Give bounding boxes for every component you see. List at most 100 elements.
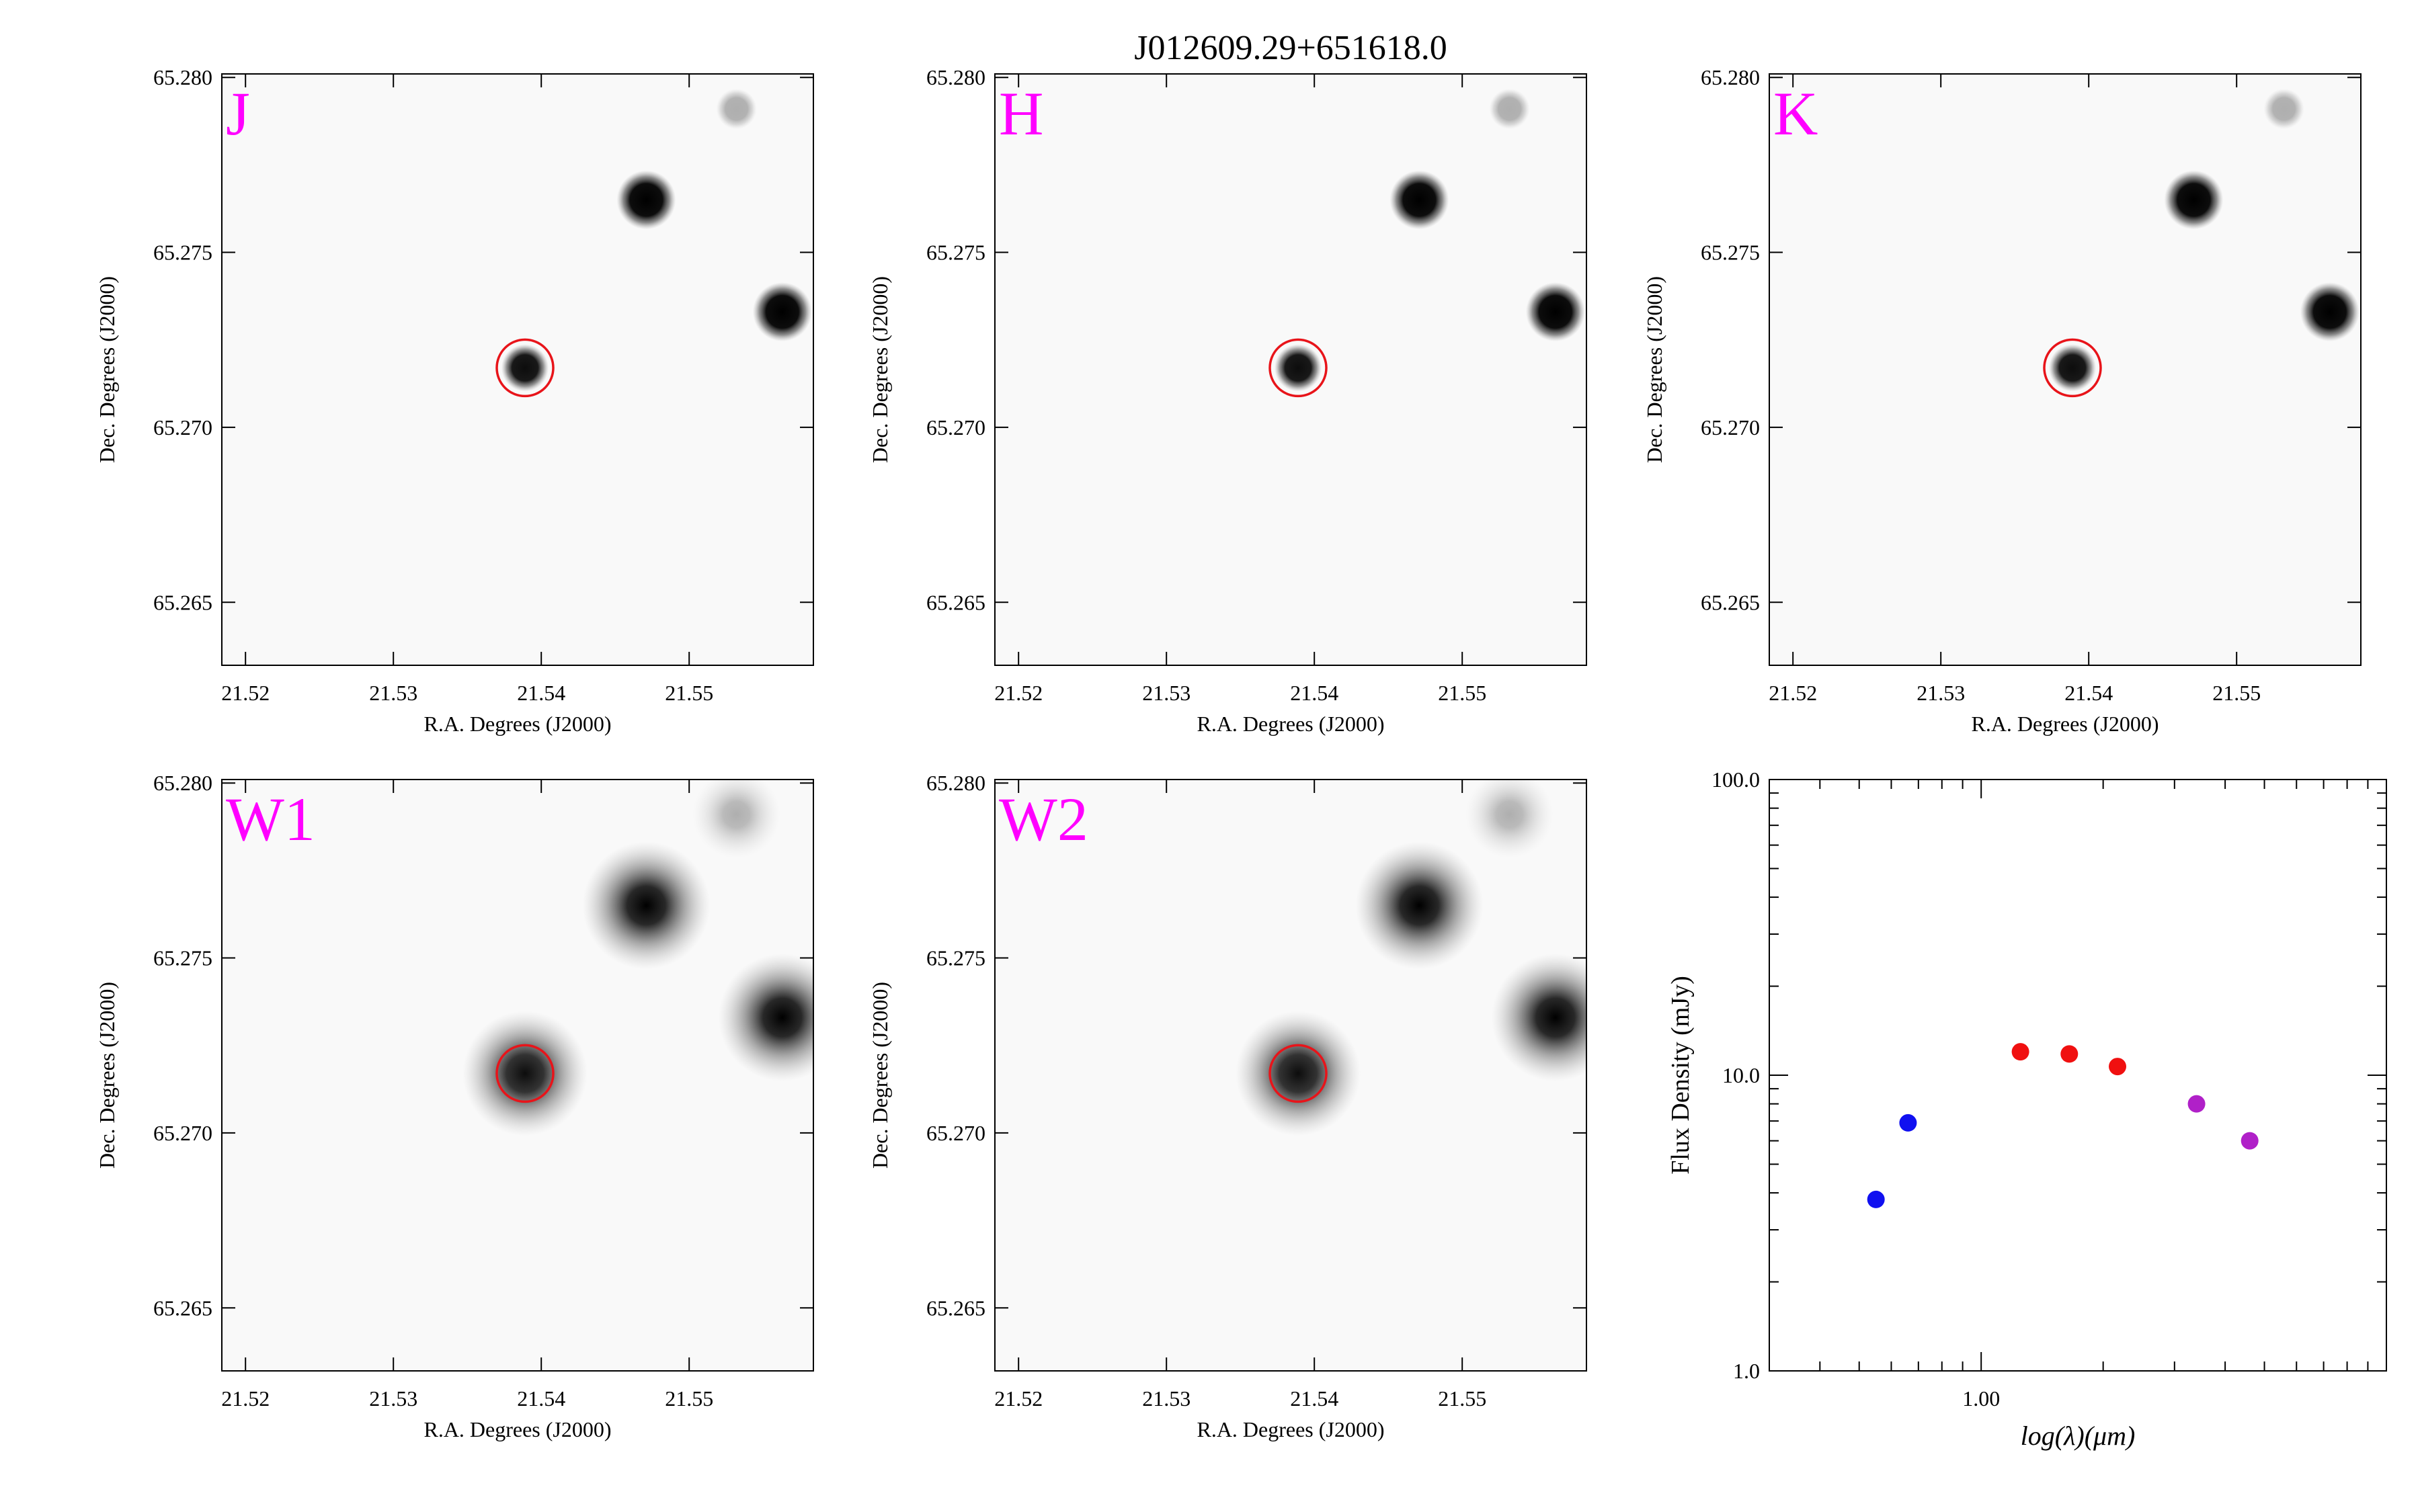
- target-marker-circle: [1268, 338, 1328, 398]
- y-tick-label: 65.265: [926, 1296, 985, 1320]
- image-panel-w1: 21.52 21.53 21.54 21.55 65.280 65.275 65.270 65…: [95, 771, 814, 1441]
- sed-plot-frame: [1769, 779, 2387, 1372]
- x-tick-label: 21.53: [1917, 681, 1965, 705]
- image-frame: [994, 73, 1587, 666]
- y-tick-label: 65.275: [153, 241, 212, 265]
- sed-chart: 100.0 10.0 1.0 1.00 log(λ)(μm) Flux Density (…: [1666, 767, 2387, 1451]
- x-tick-label: 21.53: [369, 681, 417, 705]
- field-source-1: [2164, 170, 2224, 230]
- band-label: K: [1773, 79, 1818, 148]
- x-axis-label: R.A. Degrees (J2000): [1197, 1417, 1384, 1441]
- field-source-2: [1525, 282, 1585, 342]
- sed-y-tick-label: 1.0: [1733, 1359, 1760, 1383]
- image-frame: [1769, 73, 2362, 666]
- x-tick-label: 21.54: [517, 681, 565, 705]
- field-source-1: [582, 841, 711, 970]
- field-source-3: [1465, 780, 1554, 859]
- field-source-1: [1355, 841, 1484, 970]
- y-tick-label: 65.270: [926, 1121, 985, 1145]
- target-marker-circle: [1268, 1044, 1328, 1103]
- x-tick-label: 21.52: [1769, 681, 1817, 705]
- sed-point: [2109, 1058, 2127, 1076]
- x-tick-label: 21.55: [665, 681, 713, 705]
- sed-y-tick-label: 10.0: [1722, 1063, 1760, 1087]
- target-source: [1236, 1011, 1361, 1136]
- target-marker-circle: [2043, 338, 2102, 398]
- x-tick-label: 21.54: [2064, 681, 2113, 705]
- x-axis-label: R.A. Degrees (J2000): [424, 712, 611, 736]
- sed-point: [2011, 1043, 2029, 1061]
- image-panel-w2: 21.52 21.53 21.54 21.55 65.280 65.275 65.270 65…: [868, 771, 1587, 1441]
- y-axis-label: Dec. Degrees (J2000): [95, 276, 119, 463]
- image-frame: [221, 779, 814, 1372]
- sed-point: [1899, 1114, 1917, 1132]
- y-tick-label: 65.280: [926, 65, 985, 89]
- y-tick-label: 65.270: [926, 415, 985, 439]
- field-source-2: [2300, 282, 2360, 342]
- y-tick-label: 65.265: [153, 1296, 212, 1320]
- image-frame: [221, 73, 814, 666]
- sed-point: [2241, 1132, 2259, 1150]
- sed-point: [2187, 1095, 2206, 1113]
- y-tick-label: 65.275: [926, 946, 985, 970]
- band-label: W1: [226, 785, 315, 853]
- field-source-3: [1489, 88, 1530, 130]
- y-tick-label: 65.280: [153, 771, 212, 795]
- x-tick-label: 21.53: [369, 1386, 417, 1411]
- y-tick-label: 65.270: [1701, 415, 1760, 439]
- field-source-3: [716, 88, 757, 130]
- x-tick-label: 21.53: [1142, 681, 1191, 705]
- x-tick-label: 21.52: [994, 1386, 1043, 1411]
- x-tick-label: 21.55: [1438, 681, 1486, 705]
- target-source: [1274, 344, 1322, 392]
- field-source-1: [1389, 170, 1449, 230]
- field-source-2: [752, 282, 812, 342]
- y-tick-label: 65.270: [153, 1121, 212, 1145]
- x-tick-label: 21.55: [2212, 681, 2261, 705]
- image-panel-h: 21.52 21.53 21.54 21.55 65.280 65.275 65.270 65…: [868, 65, 1587, 736]
- sed-point: [2060, 1045, 2079, 1063]
- target-source: [2048, 344, 2097, 392]
- x-axis-label: R.A. Degrees (J2000): [1971, 712, 2159, 736]
- sed-y-axis-label: Flux Density (mJy): [1666, 976, 1695, 1175]
- x-tick-label: 21.52: [221, 1386, 270, 1411]
- target-marker-circle: [495, 1044, 555, 1103]
- x-axis-label: R.A. Degrees (J2000): [424, 1417, 611, 1441]
- x-tick-label: 21.52: [994, 681, 1043, 705]
- band-label: H: [999, 79, 1043, 148]
- field-source-2: [1491, 954, 1586, 1082]
- sed-x-axis-label: log(λ)(μm): [2021, 1421, 2136, 1451]
- x-axis-label: R.A. Degrees (J2000): [1197, 712, 1384, 736]
- target-marker-circle: [495, 338, 555, 398]
- y-tick-label: 65.270: [153, 415, 212, 439]
- x-tick-label: 21.54: [517, 1386, 565, 1411]
- y-tick-label: 65.275: [1701, 241, 1760, 265]
- target-source: [501, 344, 549, 392]
- sed-y-tick-label: 100.0: [1711, 767, 1760, 792]
- sed-point: [1867, 1190, 1885, 1208]
- y-tick-label: 65.265: [153, 590, 212, 614]
- x-tick-label: 21.55: [665, 1386, 713, 1411]
- band-label: J: [226, 79, 250, 148]
- image-panel-k: 21.52 21.53 21.54 21.55 65.280 65.275 65.270 65…: [1642, 65, 2362, 736]
- sed-x-tick-label: 1.00: [1962, 1386, 2000, 1411]
- y-tick-label: 65.280: [926, 771, 985, 795]
- y-tick-label: 65.280: [153, 65, 212, 89]
- y-tick-label: 65.275: [926, 241, 985, 265]
- y-axis-label: Dec. Degrees (J2000): [868, 982, 892, 1169]
- field-source-2: [718, 954, 813, 1082]
- target-source: [462, 1011, 588, 1136]
- x-tick-label: 21.52: [221, 681, 270, 705]
- image-panel-j: 21.52 21.53 21.54 21.55 65.280 65.275 65.270 65…: [95, 65, 814, 736]
- y-tick-label: 65.265: [926, 590, 985, 614]
- y-axis-label: Dec. Degrees (J2000): [1642, 276, 1666, 463]
- y-axis-label: Dec. Degrees (J2000): [95, 982, 119, 1169]
- x-tick-label: 21.54: [1290, 681, 1338, 705]
- field-source-3: [692, 780, 780, 859]
- field-source-1: [616, 170, 676, 230]
- field-source-3: [2263, 88, 2304, 130]
- y-tick-label: 65.275: [153, 946, 212, 970]
- x-tick-label: 21.54: [1290, 1386, 1338, 1411]
- figure-title: J012609.29+651618.0: [1134, 29, 1447, 67]
